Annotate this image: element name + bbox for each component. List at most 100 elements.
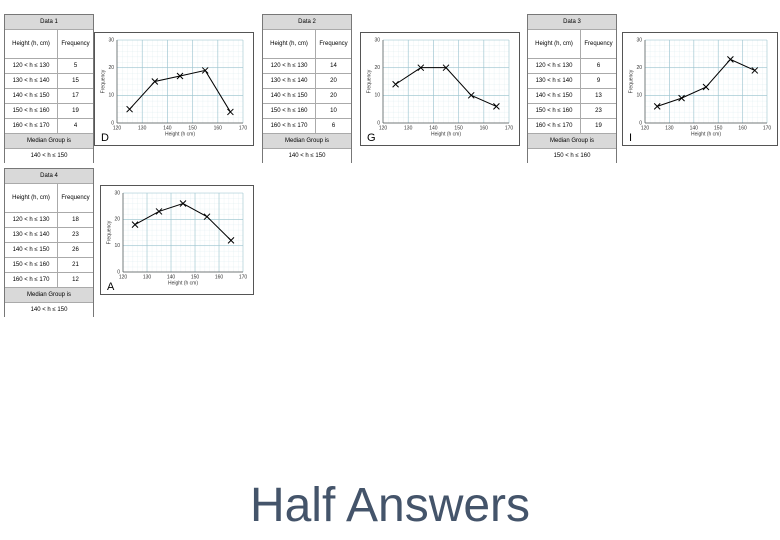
footer-title: Half Answers bbox=[249, 479, 531, 532]
table-title: Data 3 bbox=[528, 15, 616, 30]
header-row: Height (h, cm) Frequency bbox=[263, 30, 351, 59]
y-tick-label: 0 bbox=[639, 120, 642, 126]
median-answer: 140 < h ≤ 150 bbox=[30, 307, 68, 313]
y-tick-label: 10 bbox=[374, 93, 380, 99]
x-tick-label: 150 bbox=[188, 125, 197, 131]
x-tick-label: 150 bbox=[454, 125, 463, 131]
frequency-cell: 17 bbox=[72, 93, 79, 99]
header-row: Height (h, cm) Frequency bbox=[5, 30, 93, 59]
header-cell: Frequency bbox=[584, 41, 613, 47]
plot-area bbox=[645, 40, 767, 123]
table-row: 160 < h ≤ 170 4 bbox=[5, 119, 93, 134]
point-marker bbox=[179, 200, 187, 207]
table-row: 120 < h ≤ 130 5 bbox=[5, 59, 93, 74]
frequency-cell: 19 bbox=[72, 108, 79, 114]
plot-area bbox=[123, 193, 243, 272]
height-cell: 130 < h ≤ 140 bbox=[5, 74, 58, 88]
frequency-cell: 18 bbox=[72, 217, 79, 223]
frequency-cell: 20 bbox=[330, 78, 337, 84]
table-row: 140 < h ≤ 150 13 bbox=[528, 89, 616, 104]
y-tick-label: 20 bbox=[114, 217, 120, 223]
point-marker bbox=[203, 213, 211, 221]
height-cell: 120 < h ≤ 130 bbox=[5, 59, 58, 73]
height-cell: 140 < h ≤ 150 bbox=[5, 89, 58, 103]
height-cell: 160 < h ≤ 170 bbox=[5, 119, 58, 133]
header-cell: Height (h, cm) bbox=[5, 184, 58, 212]
header-cell: Height (h, cm) bbox=[528, 30, 581, 58]
y-tick-label: 10 bbox=[636, 93, 642, 99]
x-tick-label: 120 bbox=[113, 125, 122, 131]
frequency-cell: 19 bbox=[595, 123, 602, 129]
point-marker bbox=[417, 64, 425, 72]
point-marker bbox=[227, 108, 234, 116]
height-cell: 130 < h ≤ 140 bbox=[5, 228, 58, 242]
table-row: 130 < h ≤ 140 23 bbox=[5, 228, 93, 243]
table-row: 120 < h ≤ 130 18 bbox=[5, 213, 93, 228]
plot-area bbox=[117, 40, 243, 123]
median-label: Median Group is bbox=[5, 288, 93, 303]
y-tick-label: 30 bbox=[374, 37, 380, 43]
y-tick-label: 20 bbox=[374, 65, 380, 71]
height-cell: 120 < h ≤ 130 bbox=[5, 213, 58, 227]
table-row: 160 < h ≤ 170 12 bbox=[5, 273, 93, 288]
chart-letter: G bbox=[367, 132, 376, 144]
point-marker bbox=[392, 80, 399, 88]
y-axis-label: Frequency bbox=[366, 69, 372, 93]
table-row: 140 < h ≤ 150 20 bbox=[263, 89, 351, 104]
height-cell: 140 < h ≤ 150 bbox=[5, 243, 58, 257]
median-label: Median Group is bbox=[5, 134, 93, 149]
x-tick-label: 120 bbox=[641, 125, 650, 131]
table-row: 150 < h ≤ 160 21 bbox=[5, 258, 93, 273]
median-answer: 140 < h ≤ 150 bbox=[30, 153, 68, 159]
height-cell: 160 < h ≤ 170 bbox=[5, 273, 58, 287]
y-tick-label: 30 bbox=[114, 190, 120, 196]
median-label: Median Group is bbox=[528, 134, 616, 149]
chart-letter: D bbox=[101, 132, 109, 144]
x-tick-label: 150 bbox=[191, 274, 200, 280]
point-marker bbox=[201, 67, 209, 74]
y-axis-label: Frequency bbox=[100, 69, 106, 93]
y-tick-label: 0 bbox=[111, 120, 114, 126]
y-tick-label: 0 bbox=[377, 120, 380, 126]
point-marker bbox=[751, 67, 759, 74]
y-tick-label: 20 bbox=[636, 65, 642, 71]
point-marker bbox=[727, 56, 734, 63]
y-tick-label: 30 bbox=[636, 37, 642, 43]
x-tick-label: 120 bbox=[379, 125, 388, 131]
height-cell: 150 < h ≤ 160 bbox=[263, 104, 316, 118]
x-tick-label: 170 bbox=[239, 274, 248, 280]
table-row: 130 < h ≤ 140 15 bbox=[5, 74, 93, 89]
frequency-cell: 6 bbox=[331, 123, 336, 129]
height-cell: 150 < h ≤ 160 bbox=[528, 104, 581, 118]
median-answer: 150 < h ≤ 160 bbox=[553, 153, 591, 159]
point-marker bbox=[493, 103, 500, 110]
x-tick-label: 160 bbox=[738, 125, 747, 131]
x-tick-label: 150 bbox=[714, 125, 723, 131]
table-row: 150 < h ≤ 160 23 bbox=[528, 104, 616, 119]
median-label: Median Group is bbox=[263, 134, 351, 149]
point-marker bbox=[653, 103, 661, 110]
x-tick-label: 170 bbox=[239, 125, 248, 131]
point-marker bbox=[467, 91, 475, 99]
x-tick-label: 160 bbox=[215, 274, 224, 280]
frequency-cell: 14 bbox=[330, 63, 337, 69]
y-axis-label: Frequency bbox=[628, 69, 634, 93]
height-cell: 130 < h ≤ 140 bbox=[263, 74, 316, 88]
table-row: 160 < h ≤ 170 6 bbox=[263, 119, 351, 134]
table-row: 130 < h ≤ 140 9 bbox=[528, 74, 616, 89]
header-cell: Height (h, cm) bbox=[5, 30, 58, 58]
frequency-polygon: 0 10 20 30 120 130 140 150 160 170 Height (h cm) Fr… bbox=[100, 185, 254, 295]
height-cell: 130 < h ≤ 140 bbox=[528, 74, 581, 88]
x-axis-label: Height (h cm) bbox=[165, 131, 195, 137]
point-marker bbox=[678, 94, 685, 102]
point-marker bbox=[176, 72, 184, 80]
height-cell: 150 < h ≤ 160 bbox=[5, 258, 58, 272]
height-cell: 160 < h ≤ 170 bbox=[263, 119, 316, 133]
frequency-cell: 12 bbox=[72, 277, 79, 283]
frequency-cell: 26 bbox=[72, 247, 79, 253]
frequency-cell: 10 bbox=[330, 108, 337, 114]
x-tick-label: 120 bbox=[119, 274, 128, 280]
table-row: 150 < h ≤ 160 19 bbox=[5, 104, 93, 119]
frequency-cell: 20 bbox=[330, 93, 337, 99]
